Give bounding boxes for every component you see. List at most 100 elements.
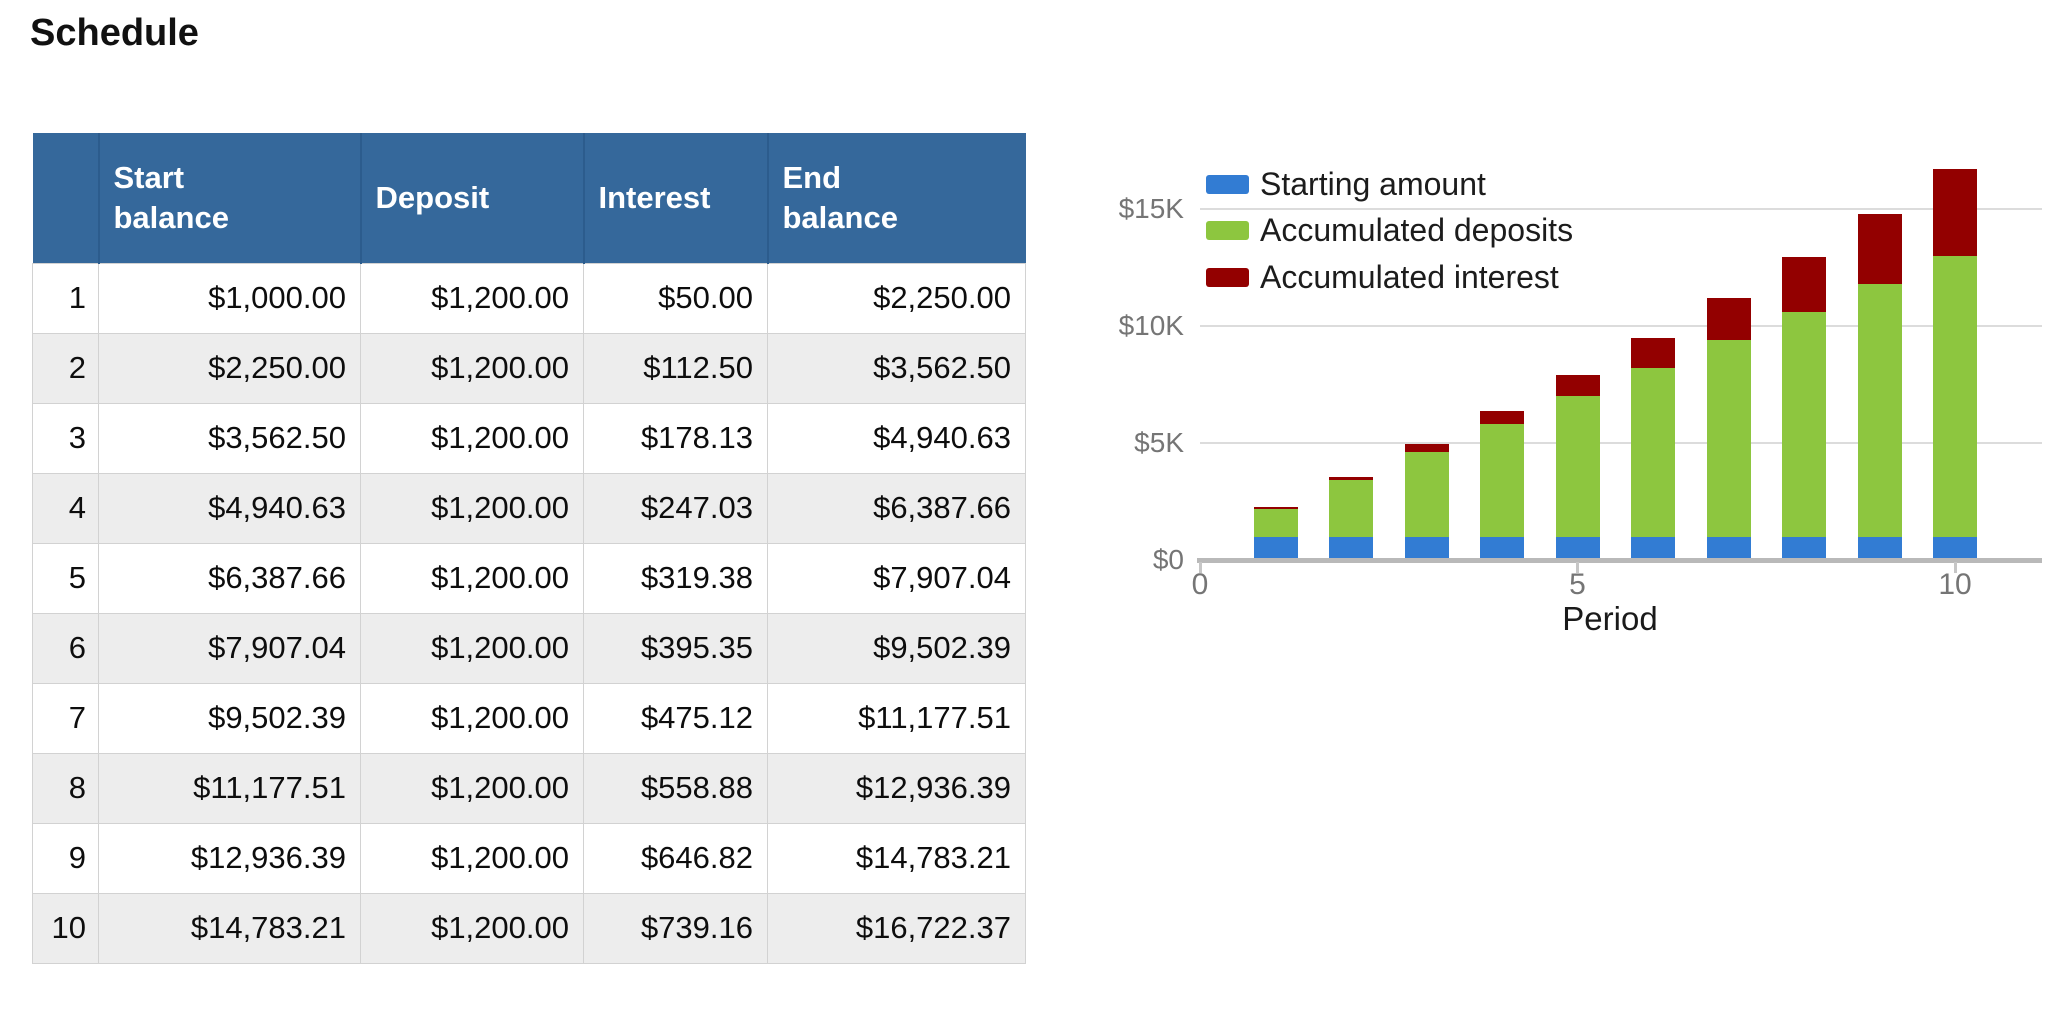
savings-growth-chart: $0 $5K $10K $15K 0 5 10 Starting amount Accumul… bbox=[1080, 100, 2048, 660]
x-axis-tick-label: 0 bbox=[1191, 568, 1209, 601]
table-row: 10 $14,783.21 $1,200.00 $739.16 $16,722.37 bbox=[32, 892, 1026, 964]
y-axis-label: $10K bbox=[1118, 310, 1184, 341]
table-row: 3 $3,562.50 $1,200.00 $178.13 $4,940.63 bbox=[32, 402, 1026, 474]
cell-period: 8 bbox=[32, 752, 99, 824]
bar-segment-starting-amount bbox=[1782, 536, 1826, 560]
bar-segment-accumulated-deposits bbox=[1404, 452, 1449, 537]
cell-end-balance: $3,562.50 bbox=[767, 332, 1026, 404]
cell-deposit: $1,200.00 bbox=[360, 332, 584, 404]
table-row: 7 $9,502.39 $1,200.00 $475.12 $11,177.51 bbox=[32, 682, 1026, 754]
cell-start-balance: $6,387.66 bbox=[98, 542, 361, 614]
bar-segment-starting-amount bbox=[1631, 536, 1675, 560]
cell-end-balance: $9,502.39 bbox=[767, 612, 1026, 684]
x-axis-tick bbox=[1576, 562, 1579, 573]
x-axis-tick-label: 5 bbox=[1569, 568, 1586, 601]
bar-segment-starting-amount bbox=[1329, 536, 1373, 560]
cell-period: 5 bbox=[32, 542, 99, 614]
cell-end-balance: $12,936.39 bbox=[767, 752, 1026, 824]
bar-segment-starting-amount bbox=[1480, 536, 1524, 560]
x-axis-title: Period bbox=[1562, 600, 1658, 637]
y-axis-label: $0 bbox=[1152, 544, 1184, 575]
cell-interest: $558.88 bbox=[583, 752, 768, 824]
legend-swatch-starting-amount bbox=[1206, 174, 1249, 194]
bar-segment-accumulated-deposits bbox=[1782, 311, 1826, 537]
chart-gridline bbox=[1200, 442, 2042, 444]
bar-segment-accumulated-interest bbox=[1555, 374, 1600, 397]
bar-segment-accumulated-deposits bbox=[1857, 283, 1902, 537]
cell-interest: $475.12 bbox=[583, 682, 768, 754]
cell-interest: $178.13 bbox=[583, 402, 768, 474]
cell-deposit: $1,200.00 bbox=[360, 402, 584, 474]
y-axis-label: $15K bbox=[1118, 193, 1184, 224]
bar-segment-accumulated-interest bbox=[1404, 444, 1449, 453]
cell-deposit: $1,200.00 bbox=[360, 472, 584, 544]
cell-interest: $319.38 bbox=[583, 542, 768, 614]
schedule-table: Start balance Deposit Interest End balan… bbox=[32, 133, 1026, 964]
chart-gridline bbox=[1200, 325, 2042, 327]
cell-interest: $395.35 bbox=[583, 612, 768, 684]
cell-period: 9 bbox=[32, 822, 99, 894]
bar-segment-accumulated-deposits bbox=[1933, 255, 1977, 537]
cell-end-balance: $11,177.51 bbox=[767, 682, 1026, 754]
chart-gridline bbox=[1200, 208, 2042, 210]
cell-deposit: $1,200.00 bbox=[360, 612, 584, 684]
cell-start-balance: $2,250.00 bbox=[98, 332, 361, 404]
table-row: 5 $6,387.66 $1,200.00 $319.38 $7,907.04 bbox=[32, 542, 1026, 614]
bar-segment-accumulated-deposits bbox=[1329, 480, 1373, 537]
table-row: 1 $1,000.00 $1,200.00 $50.00 $2,250.00 bbox=[32, 262, 1026, 334]
header-cell-end-balance: End balance bbox=[767, 133, 1026, 263]
cell-deposit: $1,200.00 bbox=[360, 262, 584, 334]
bar-segment-starting-amount bbox=[1253, 536, 1298, 560]
cell-period: 4 bbox=[32, 472, 99, 544]
bar-segment-starting-amount bbox=[1857, 536, 1902, 560]
cell-end-balance: $7,907.04 bbox=[767, 542, 1026, 614]
bar-segment-accumulated-interest bbox=[1480, 410, 1524, 425]
cell-end-balance: $4,940.63 bbox=[767, 402, 1026, 474]
legend-label-starting-amount: Starting amount bbox=[1260, 166, 1486, 202]
cell-period: 10 bbox=[32, 892, 99, 964]
x-axis-tick bbox=[1198, 562, 1202, 573]
header-cell-deposit: Deposit bbox=[360, 133, 585, 263]
cell-interest: $247.03 bbox=[583, 472, 768, 544]
header-cell-period bbox=[32, 133, 100, 263]
bar-segment-accumulated-interest bbox=[1933, 168, 1977, 256]
cell-end-balance: $2,250.00 bbox=[767, 262, 1026, 334]
page-title: Schedule bbox=[30, 12, 199, 54]
legend-swatch-accumulated-deposits bbox=[1206, 220, 1249, 240]
cell-period: 6 bbox=[32, 612, 99, 684]
bar-segment-starting-amount bbox=[1933, 536, 1977, 560]
cell-start-balance: $12,936.39 bbox=[98, 822, 361, 894]
cell-deposit: $1,200.00 bbox=[360, 542, 584, 614]
cell-deposit: $1,200.00 bbox=[360, 682, 584, 754]
cell-interest: $646.82 bbox=[583, 822, 768, 894]
cell-deposit: $1,200.00 bbox=[360, 752, 584, 824]
bar-segment-starting-amount bbox=[1555, 536, 1600, 560]
header-cell-start-balance: Start balance bbox=[98, 133, 362, 263]
bar-segment-accumulated-interest bbox=[1253, 507, 1298, 509]
bar-segment-accumulated-deposits bbox=[1253, 508, 1298, 537]
cell-start-balance: $14,783.21 bbox=[98, 892, 361, 964]
legend-label-accumulated-interest: Accumulated interest bbox=[1260, 259, 1559, 295]
cell-period: 3 bbox=[32, 402, 99, 474]
cell-start-balance: $7,907.04 bbox=[98, 612, 361, 684]
table-row: 2 $2,250.00 $1,200.00 $112.50 $3,562.50 bbox=[32, 332, 1026, 404]
legend-label-accumulated-deposits: Accumulated deposits bbox=[1260, 212, 1574, 248]
bar-segment-accumulated-interest bbox=[1329, 476, 1373, 481]
x-axis-tick bbox=[1953, 562, 1957, 573]
x-axis-tick-label: 10 bbox=[1938, 568, 1972, 601]
cell-end-balance: $6,387.66 bbox=[767, 472, 1026, 544]
cell-end-balance: $14,783.21 bbox=[767, 822, 1026, 894]
cell-deposit: $1,200.00 bbox=[360, 822, 584, 894]
bar-segment-accumulated-deposits bbox=[1631, 368, 1675, 537]
table-header-row: Start balance Deposit Interest End balan… bbox=[32, 133, 1026, 263]
cell-period: 7 bbox=[32, 682, 99, 754]
cell-start-balance: $4,940.63 bbox=[98, 472, 361, 544]
cell-start-balance: $11,177.51 bbox=[98, 752, 361, 824]
cell-period: 2 bbox=[32, 332, 99, 404]
y-axis-label: $5K bbox=[1134, 427, 1184, 458]
legend-swatch-accumulated-interest bbox=[1206, 267, 1249, 287]
cell-start-balance: $3,562.50 bbox=[98, 402, 361, 474]
cell-start-balance: $1,000.00 bbox=[98, 262, 361, 334]
table-row: 8 $11,177.51 $1,200.00 $558.88 $12,936.39 bbox=[32, 752, 1026, 824]
bar-segment-accumulated-interest bbox=[1857, 214, 1902, 284]
